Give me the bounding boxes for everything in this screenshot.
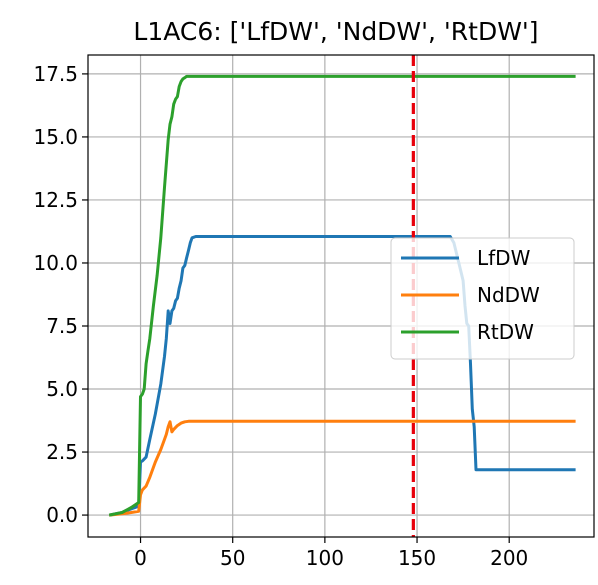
legend-label-nddw: NdDW [477, 283, 540, 307]
axis-ticks: 0 50 100 150 200 0.0 2.5 5.0 7.5 10.0 12.5 15.0 17.5 [33, 62, 528, 570]
y-tick-label: 7.5 [46, 314, 78, 338]
series-line-rtdw [108, 74, 576, 517]
series-line-nddw [109, 419, 576, 517]
y-tick-label: 2.5 [46, 440, 78, 464]
y-tick-label: 0.0 [46, 503, 78, 527]
x-tick-label: 150 [398, 546, 436, 570]
y-tick-label: 5.0 [46, 377, 78, 401]
plot-frame [87, 54, 595, 538]
x-tick-label: 100 [306, 546, 344, 570]
legend-label-rtdw: RtDW [477, 320, 534, 344]
y-tick-label: 12.5 [33, 188, 78, 212]
x-tick-label: 50 [220, 546, 245, 570]
y-tick-label: 15.0 [33, 125, 78, 149]
y-tick-label: 10.0 [33, 251, 78, 275]
x-tick-label: 0 [134, 546, 147, 570]
x-tick-label: 200 [490, 546, 528, 570]
y-tick-label: 17.5 [33, 62, 78, 86]
legend-label-lfdw: LfDW [477, 246, 531, 270]
chart-title: L1AC6: ['LfDW', 'NdDW', 'RtDW'] [133, 17, 538, 46]
legend-box [390, 237, 575, 360]
legend: LfDW NdDW RtDW [390, 237, 575, 360]
